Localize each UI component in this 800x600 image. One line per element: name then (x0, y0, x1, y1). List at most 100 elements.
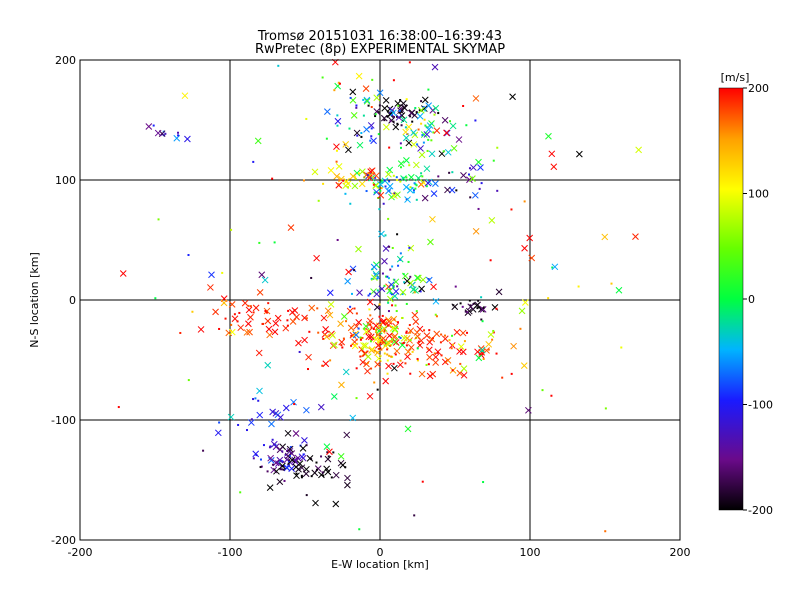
data-point-cross (386, 166, 394, 174)
data-point-cross (418, 285, 425, 293)
data-point-dot (368, 292, 371, 295)
data-point-dot (369, 139, 372, 142)
data-point-dot (451, 334, 454, 337)
data-point-dot (459, 302, 462, 305)
data-point-cross (363, 171, 370, 179)
data-point-cross (243, 329, 251, 336)
data-point-cross (208, 271, 215, 279)
data-point-dot (402, 341, 405, 344)
y-tick-label: 100 (55, 174, 76, 187)
data-point-cross (286, 447, 294, 455)
data-point-cross (263, 307, 271, 315)
data-point-dot (286, 449, 289, 452)
data-point-cross (406, 186, 414, 194)
data-point-dot (541, 389, 544, 392)
data-point-cross (220, 299, 228, 307)
data-point-cross (392, 123, 400, 131)
data-point-dot (415, 111, 418, 114)
data-point-dot (495, 307, 498, 310)
data-point-cross (374, 331, 382, 339)
data-point-dot (267, 302, 270, 305)
data-point-cross (197, 326, 205, 333)
data-point-cross (495, 288, 503, 296)
data-point-dot (375, 330, 378, 333)
data-point-dot (307, 368, 310, 371)
data-point-dot (408, 61, 411, 64)
data-point-dot (393, 318, 396, 321)
data-point-dot (427, 363, 430, 366)
data-point-dot (348, 127, 351, 130)
data-point-cross (363, 360, 370, 368)
data-point-dot (202, 449, 205, 452)
data-point-dot (440, 333, 443, 336)
data-point-dot (440, 354, 443, 357)
data-point-dot (414, 187, 417, 190)
data-point-cross (405, 139, 413, 147)
y-tick-label: 0 (69, 294, 76, 307)
data-point-cross (432, 297, 440, 305)
data-point-cross (412, 318, 420, 325)
data-point-dot (395, 115, 398, 118)
data-point-dot (391, 265, 394, 268)
data-point-dot (389, 268, 392, 271)
data-point-cross (460, 371, 468, 379)
data-point-dot (289, 446, 292, 449)
data-point-cross (386, 287, 394, 295)
data-point-cross (332, 500, 340, 508)
data-point-dot (389, 120, 392, 123)
data-point-cross (377, 191, 385, 199)
data-point-dot (266, 470, 269, 473)
data-point-cross (252, 304, 260, 312)
data-point-cross (432, 359, 440, 366)
data-point-dot (384, 185, 387, 188)
data-point-dot (238, 311, 241, 314)
data-point-dot (157, 218, 160, 221)
data-point-dot (353, 307, 356, 310)
data-point-cross (266, 331, 274, 339)
data-point-cross (520, 362, 528, 369)
data-point-dot (466, 311, 469, 314)
data-point-dot (321, 471, 324, 474)
data-point-dot (422, 106, 425, 109)
data-point-dot (369, 323, 372, 326)
data-point-dot (399, 111, 402, 114)
data-point-dot (317, 331, 320, 334)
data-point-dot (257, 399, 260, 402)
data-point-cross (282, 404, 290, 412)
data-point-dot (404, 126, 407, 129)
data-point-dot (367, 294, 370, 297)
data-point-cross (377, 181, 384, 188)
data-point-dot (408, 246, 411, 249)
data-point-cross (312, 499, 319, 507)
data-point-cross (376, 89, 384, 97)
data-point-dot (414, 107, 417, 110)
data-point-dot (164, 132, 167, 135)
data-point-cross (296, 460, 304, 468)
data-point-dot (341, 346, 344, 349)
data-point-cross (302, 470, 310, 478)
data-point-dot (395, 176, 398, 179)
data-point-cross (385, 318, 393, 325)
data-point-dot (436, 351, 439, 354)
data-point-cross (472, 191, 479, 199)
data-point-cross (370, 263, 378, 271)
data-point-dot (367, 104, 370, 107)
data-point-cross (359, 168, 366, 176)
data-point-cross (268, 420, 275, 428)
data-point-dot (491, 338, 494, 341)
data-point-dot (380, 348, 383, 351)
data-point-cross (322, 326, 330, 333)
data-point-dot (380, 187, 383, 190)
data-point-dot (466, 331, 469, 334)
data-point-cross (342, 368, 350, 376)
data-point-cross (428, 150, 436, 158)
data-point-cross (381, 257, 388, 265)
data-point-dot (349, 202, 352, 205)
data-point-cross (276, 456, 284, 464)
data-point-cross (355, 319, 363, 326)
data-point-dot (372, 336, 375, 339)
data-point-cross (396, 361, 404, 369)
data-point-dot (221, 271, 224, 274)
data-point-cross (465, 307, 473, 315)
data-point-dot (389, 292, 392, 295)
